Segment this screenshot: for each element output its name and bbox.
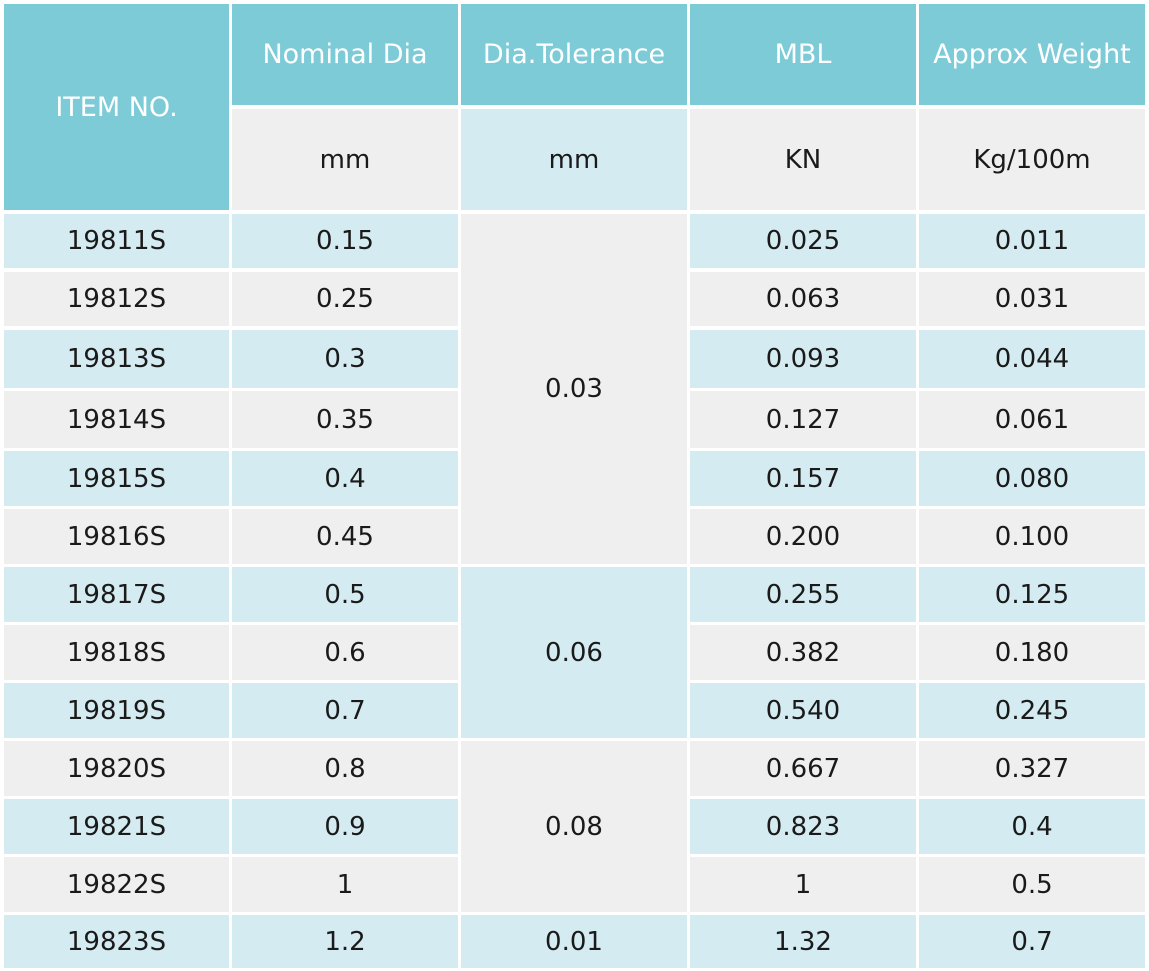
header-nominal-dia: Nominal Dia: [232, 4, 458, 105]
cell-approx-weight: 0.180: [919, 625, 1145, 680]
cell-item-no: 19813S: [4, 330, 229, 388]
cell-item-no: 19819S: [4, 683, 229, 738]
cell-approx-weight: 0.061: [919, 391, 1145, 448]
cell-mbl: 0.823: [690, 799, 916, 854]
cell-mbl: 0.025: [690, 214, 916, 268]
cell-nominal-dia: 0.6: [232, 625, 458, 680]
cell-mbl: 0.540: [690, 683, 916, 738]
unit-approx-weight: Kg/100m: [919, 109, 1145, 210]
cell-mbl: 0.093: [690, 330, 916, 388]
cell-item-no: 19822S: [4, 857, 229, 912]
cell-mbl: 1.32: [690, 915, 916, 968]
header-item-no: ITEM NO.: [4, 4, 229, 210]
cell-approx-weight: 0.327: [919, 741, 1145, 796]
cell-nominal-dia: 0.8: [232, 741, 458, 796]
cell-mbl: 1: [690, 857, 916, 912]
header-dia-tolerance: Dia.Tolerance: [461, 4, 687, 105]
cell-approx-weight: 0.044: [919, 330, 1145, 388]
cell-mbl: 0.255: [690, 567, 916, 622]
cell-item-no: 19821S: [4, 799, 229, 854]
cell-nominal-dia: 0.45: [232, 509, 458, 564]
cell-item-no: 19815S: [4, 451, 229, 506]
cell-mbl: 0.127: [690, 391, 916, 448]
cell-approx-weight: 0.031: [919, 272, 1145, 326]
cell-approx-weight: 0.4: [919, 799, 1145, 854]
cell-item-no: 19812S: [4, 272, 229, 326]
header-approx-weight: Approx Weight: [919, 4, 1145, 105]
cell-approx-weight: 0.100: [919, 509, 1145, 564]
cell-approx-weight: 0.245: [919, 683, 1145, 738]
cell-nominal-dia: 1: [232, 857, 458, 912]
cell-item-no: 19817S: [4, 567, 229, 622]
cell-nominal-dia: 0.4: [232, 451, 458, 506]
cell-nominal-dia: 0.5: [232, 567, 458, 622]
cell-mbl: 0.063: [690, 272, 916, 326]
unit-dia-tolerance: mm: [461, 109, 687, 210]
cell-item-no: 19820S: [4, 741, 229, 796]
cell-item-no: 19814S: [4, 391, 229, 448]
cell-nominal-dia: 0.25: [232, 272, 458, 326]
header-mbl: MBL: [690, 4, 916, 105]
cell-mbl: 0.200: [690, 509, 916, 564]
cell-mbl: 0.382: [690, 625, 916, 680]
cell-approx-weight: 0.125: [919, 567, 1145, 622]
cell-nominal-dia: 1.2: [232, 915, 458, 968]
cell-dia-tolerance: 0.03: [461, 214, 687, 564]
cell-approx-weight: 0.011: [919, 214, 1145, 268]
cell-nominal-dia: 0.15: [232, 214, 458, 268]
cell-item-no: 19811S: [4, 214, 229, 268]
cell-approx-weight: 0.5: [919, 857, 1145, 912]
cell-dia-tolerance: 0.08: [461, 741, 687, 912]
cell-approx-weight: 0.7: [919, 915, 1145, 968]
cell-item-no: 19816S: [4, 509, 229, 564]
cell-nominal-dia: 0.3: [232, 330, 458, 388]
cell-nominal-dia: 0.9: [232, 799, 458, 854]
cell-dia-tolerance: 0.06: [461, 567, 687, 738]
cell-item-no: 19818S: [4, 625, 229, 680]
cell-nominal-dia: 0.35: [232, 391, 458, 448]
cell-mbl: 0.157: [690, 451, 916, 506]
cell-item-no: 19823S: [4, 915, 229, 968]
unit-nominal-dia: mm: [232, 109, 458, 210]
cell-mbl: 0.667: [690, 741, 916, 796]
unit-mbl: KN: [690, 109, 916, 210]
cell-dia-tolerance: 0.01: [461, 915, 687, 968]
cell-nominal-dia: 0.7: [232, 683, 458, 738]
cell-approx-weight: 0.080: [919, 451, 1145, 506]
